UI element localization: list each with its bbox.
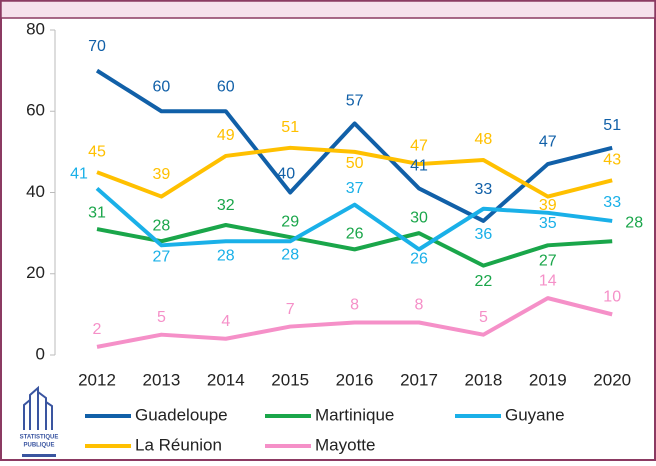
data-label: 70: [88, 38, 106, 55]
legend-label: Martinique: [315, 405, 394, 424]
data-label: 7: [286, 301, 295, 318]
y-tick-label: 80: [26, 19, 45, 38]
data-label: 41: [70, 166, 88, 183]
data-label: 49: [217, 127, 235, 144]
data-label: 5: [157, 309, 166, 326]
data-label: 51: [281, 119, 299, 136]
legend-label: Guadeloupe: [135, 405, 228, 424]
data-label: 5: [479, 309, 488, 326]
x-tick-label: 2018: [464, 370, 502, 389]
data-label: 39: [153, 166, 171, 183]
data-label: 60: [153, 78, 171, 95]
data-label: 29: [281, 213, 299, 230]
data-label: 51: [603, 117, 621, 134]
series-line: [96, 145, 613, 199]
legend-label: La Réunion: [135, 435, 222, 454]
x-tick-label: 2016: [336, 370, 374, 389]
x-tick-label: 2019: [529, 370, 567, 389]
data-label: 37: [346, 180, 364, 197]
data-label: 50: [346, 155, 364, 172]
data-label: 2: [93, 321, 102, 338]
data-label: 33: [475, 181, 493, 198]
series-line: [96, 296, 613, 349]
x-tick-label: 2015: [271, 370, 309, 389]
data-label: 4: [221, 313, 230, 330]
data-label: 8: [415, 297, 424, 314]
data-label: 43: [603, 152, 621, 169]
y-tick-label: 60: [26, 101, 45, 120]
logo-text: PUBLIQUE: [23, 443, 54, 449]
data-label: 57: [346, 93, 364, 110]
data-label: 36: [475, 226, 493, 243]
data-label: 27: [153, 249, 171, 266]
data-label: 41: [410, 158, 428, 175]
data-label: 35: [539, 215, 557, 232]
data-label: 8: [350, 297, 359, 314]
data-label: 31: [88, 204, 106, 221]
data-label: 47: [539, 133, 557, 150]
data-label: 40: [277, 166, 295, 183]
data-label: 28: [153, 217, 171, 234]
logo-bar: [22, 454, 56, 457]
data-label: 47: [410, 137, 428, 154]
data-label: 48: [475, 131, 493, 148]
data-label: 26: [346, 226, 364, 243]
data-label: 39: [539, 197, 557, 214]
x-tick-label: 2012: [78, 370, 116, 389]
data-label: 10: [603, 289, 621, 306]
y-tick-label: 40: [26, 182, 45, 201]
legend-label: Guyane: [505, 405, 565, 424]
data-label: 28: [217, 247, 235, 264]
data-label: 27: [539, 253, 557, 270]
logo-icon: [23, 385, 53, 430]
data-label: 45: [88, 143, 106, 160]
header-band: [0, 0, 656, 19]
data-label: 14: [539, 272, 557, 289]
data-label: 32: [217, 197, 235, 214]
data-label: 28: [281, 246, 299, 263]
data-label: 30: [410, 209, 428, 226]
data-label: 28: [625, 214, 643, 231]
series-line: [96, 223, 613, 268]
legend-label: Mayotte: [315, 435, 375, 454]
y-tick-label: 20: [26, 263, 45, 282]
x-tick-label: 2013: [142, 370, 180, 389]
x-tick-label: 2020: [593, 370, 631, 389]
data-label: 26: [410, 251, 428, 268]
data-label: 22: [475, 273, 493, 290]
x-tick-label: 2017: [400, 370, 438, 389]
x-tick-label: 2014: [207, 370, 245, 389]
y-tick-label: 0: [36, 344, 45, 363]
data-label: 33: [603, 194, 621, 211]
data-label: 60: [217, 78, 235, 95]
series-line: [95, 186, 613, 252]
logo-text: STATISTIQUE: [20, 435, 59, 441]
